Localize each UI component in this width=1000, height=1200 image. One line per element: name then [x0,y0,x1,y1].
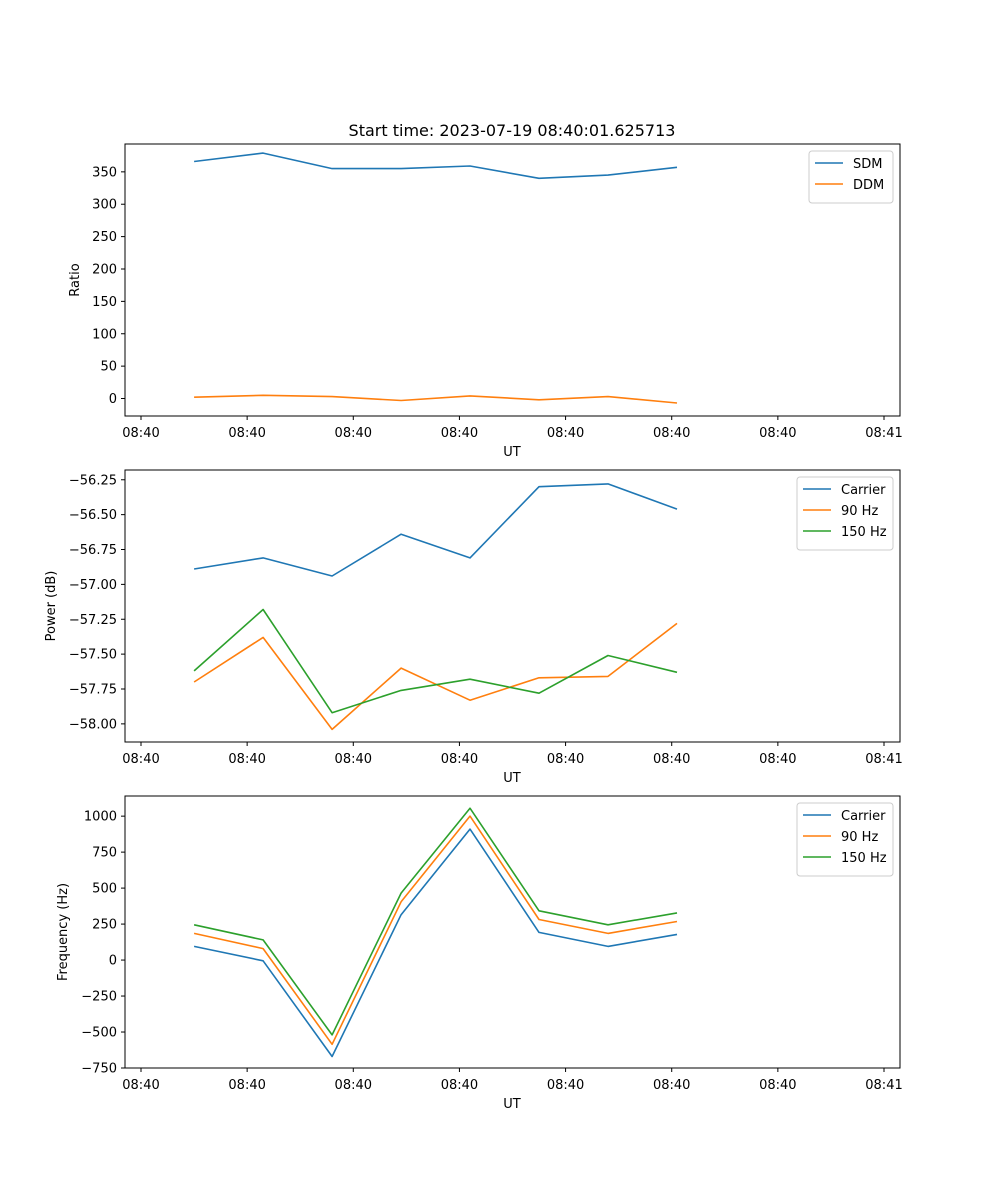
y-tick-label: −58.00 [69,717,117,732]
legend-label: 150 Hz [841,525,887,540]
series-line-carrier [193,828,678,1058]
frequency-plot-area: 08:40 08:40 08:40 08:40 08:40 08:40 08:40 08:41… [81,795,903,1093]
x-tick-label: 08:41 [865,752,902,767]
y-axis-label: Power (dB) [44,571,59,642]
x-axis-label: UT [503,1097,521,1112]
legend-box [808,150,894,204]
legend-label: 90 Hz [841,830,878,845]
ratio-plot-area: 08:40 08:40 08:40 08:40 08:40 08:40 08:40 08:41… [92,143,903,441]
x-tick-label: 08:40 [547,752,584,767]
panel-frequency: 08:40 08:40 08:40 08:40 08:40 08:40 08:40 08:41… [56,795,903,1112]
x-axis-label: UT [503,771,521,786]
y-tick-label: 750 [92,846,117,861]
y-axis-label: Ratio [68,263,83,296]
plot-frame [124,795,901,1069]
plot-frame [124,469,901,743]
y-tick-label: −56.25 [69,473,117,488]
y-tick-label: −56.75 [69,543,117,558]
x-tick-label: 08:41 [865,1078,902,1093]
legend-label: 150 Hz [841,851,887,866]
y-tick-label: 350 [92,165,117,180]
y-tick-label: 50 [100,360,117,375]
y-tick-label: 0 [109,954,117,969]
y-tick-label: −56.50 [69,508,117,523]
y-tick-label: 250 [92,230,117,245]
x-tick-label: 08:40 [547,1078,584,1093]
panel-ratio: Start time: 2023-07-19 08:40:01.625713 0… [68,121,903,460]
y-axis-label: Frequency (Hz) [56,883,71,981]
y-tick-label: −250 [81,990,117,1005]
x-tick-label: 08:40 [653,752,690,767]
legend-label: Carrier [841,483,886,498]
y-tick-label: 500 [92,882,117,897]
series-line-sdm [194,152,678,180]
power-plot-area: 08:40 08:40 08:40 08:40 08:40 08:40 08:40 08:41… [69,469,903,767]
x-tick-label: 08:40 [228,752,265,767]
x-axis-label: UT [503,445,521,460]
legend-label: Carrier [841,809,886,824]
y-tick-label: 1000 [84,810,117,825]
y-tick-label: 300 [92,198,117,213]
y-tick-label: −750 [81,1062,117,1077]
x-tick-label: 08:40 [122,1078,159,1093]
chart-title: Start time: 2023-07-19 08:40:01.625713 [349,121,676,140]
legend-label: DDM [853,178,884,193]
x-tick-label: 08:40 [122,426,159,441]
legend: Carrier 90 Hz 150 Hz [796,476,894,551]
y-tick-label: −57.00 [69,578,117,593]
series-line-150-hz [193,608,678,714]
series-line-90-hz [193,815,678,1046]
y-tick-label: 250 [92,918,117,933]
x-tick-label: 08:40 [759,1078,796,1093]
legend-label: 90 Hz [841,504,878,519]
y-tick-label: 0 [109,392,117,407]
x-tick-label: 08:40 [653,1078,690,1093]
series-line-ddm [194,394,678,404]
legend-label: SDM [853,157,882,172]
plot-frame [124,143,901,417]
x-tick-label: 08:40 [759,752,796,767]
y-tick-label: 100 [92,327,117,342]
x-tick-label: 08:40 [441,426,478,441]
x-tick-label: 08:41 [865,426,902,441]
y-tick-label: −57.75 [69,682,117,697]
series-line-150-hz [193,807,678,1036]
x-tick-label: 08:40 [228,426,265,441]
x-tick-label: 08:40 [228,1078,265,1093]
panel-power: 08:40 08:40 08:40 08:40 08:40 08:40 08:40 08:41… [44,469,903,786]
series-line-carrier [193,483,678,577]
x-tick-label: 08:40 [547,426,584,441]
y-tick-label: 150 [92,295,117,310]
x-tick-label: 08:40 [441,1078,478,1093]
x-tick-label: 08:40 [653,426,690,441]
y-tick-label: −57.25 [69,613,117,628]
legend: Carrier 90 Hz 150 Hz [796,802,894,877]
x-tick-label: 08:40 [335,1078,372,1093]
y-tick-label: 200 [92,262,117,277]
x-tick-label: 08:40 [122,752,159,767]
y-tick-label: −500 [81,1026,117,1041]
x-tick-label: 08:40 [335,426,372,441]
x-tick-label: 08:40 [335,752,372,767]
legend: SDM DDM [808,150,894,204]
x-tick-label: 08:40 [759,426,796,441]
x-tick-label: 08:40 [441,752,478,767]
y-tick-label: −57.50 [69,648,117,663]
